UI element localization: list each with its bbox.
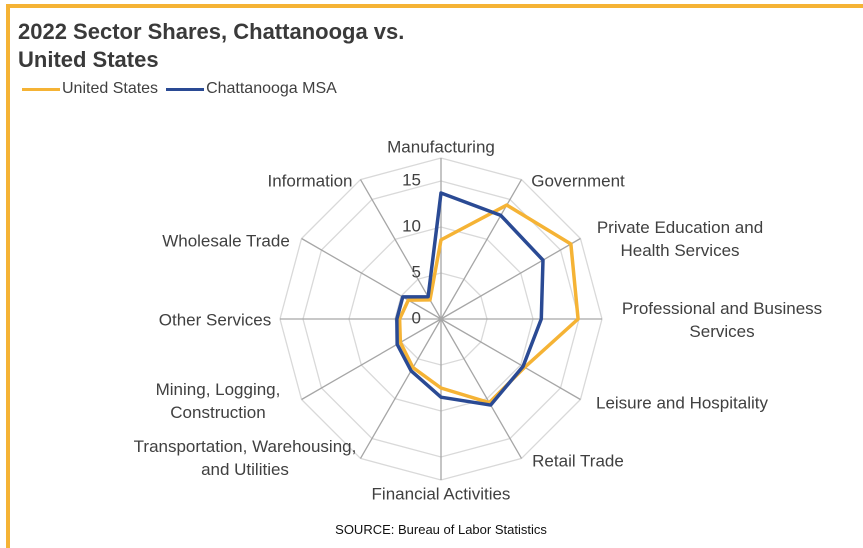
category-label: Wholesale Trade <box>162 231 290 251</box>
axis-spoke <box>440 318 523 459</box>
r-tick-label: 5 <box>412 262 421 281</box>
r-tick-label: 10 <box>402 216 421 235</box>
series-line <box>397 203 580 405</box>
category-label: Manufacturing <box>387 137 495 157</box>
legend-swatch <box>22 87 60 91</box>
category-label: Mining, Logging, Construction <box>155 380 281 422</box>
category-label: Transportation, Warehousing, and Utiliti… <box>133 437 357 479</box>
axis-spoke <box>301 237 442 320</box>
category-label: Retail Trade <box>532 451 624 471</box>
category-label: Information <box>267 171 353 191</box>
series-line <box>395 191 545 407</box>
category-label: Leisure and Hospitality <box>596 393 768 413</box>
r-tick-label: 0 <box>412 308 421 327</box>
legend-item: United States <box>22 80 158 98</box>
category-label: Financial Activities <box>371 484 511 504</box>
axis-spoke <box>359 318 442 459</box>
chart-title: 2022 Sector Shares, Chattanooga vs. Unit… <box>18 19 405 72</box>
r-tick-label: 15 <box>402 170 421 189</box>
category-label: Private Education and Health Services <box>596 218 764 260</box>
legend: United States Chattanooga MSA <box>22 80 345 98</box>
source-note: SOURCE: Bureau of Labor Statistics <box>335 522 547 537</box>
axis-spoke <box>440 179 523 320</box>
legend-swatch <box>166 87 205 91</box>
legend-label: Chattanooga MSA <box>206 80 337 97</box>
axis-spoke <box>440 318 581 401</box>
category-label: Government <box>531 171 625 191</box>
axis-spoke <box>440 237 581 320</box>
category-label: Other Services <box>158 310 272 330</box>
category-label: Professional and Business Services <box>621 299 823 341</box>
legend-item: Chattanooga MSA <box>166 80 337 98</box>
axis-spoke <box>301 318 442 401</box>
legend-label: United States <box>62 80 159 97</box>
frame-border <box>6 4 10 548</box>
frame-border <box>6 4 863 8</box>
